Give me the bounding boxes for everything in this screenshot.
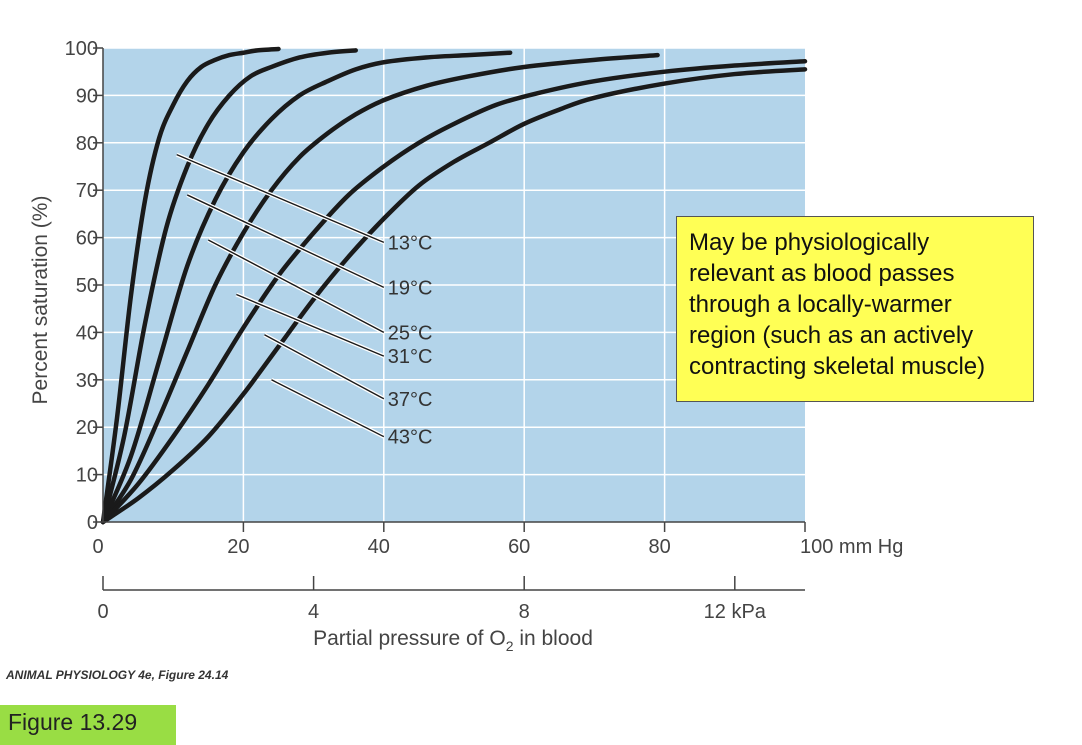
- x-tick-label: 0: [92, 536, 103, 558]
- leader-lines: 13°C 19°C 25°C31°C 37°C 43°C: [175, 152, 433, 449]
- y-tick-label: 20: [76, 417, 98, 439]
- temperature-label: 13°C: [388, 232, 433, 254]
- figure-label: Figure 13.29: [0, 705, 176, 745]
- x-tick-label: 40: [368, 536, 390, 558]
- y-tick-label: 30: [76, 370, 98, 392]
- leader-line: [264, 334, 385, 400]
- y-tick-label: 100: [65, 38, 98, 60]
- leader-line: [236, 293, 385, 357]
- temperature-label: 43°C: [388, 427, 433, 449]
- leader-line: [207, 239, 385, 334]
- x-tick-label: 60: [508, 536, 530, 558]
- y-tick-label: 40: [76, 322, 98, 344]
- x-tick-label: 20: [227, 536, 249, 558]
- kpa-tick-label: 4: [308, 601, 319, 623]
- kpa-tick-label: 8: [519, 601, 530, 623]
- leader-line: [176, 154, 385, 243]
- y-tick-label: 10: [76, 465, 98, 487]
- x-axis-title: Partial pressure of O2 in blood: [313, 627, 593, 654]
- x-tick-label: 80: [648, 536, 670, 558]
- curve-13°C: [100, 46, 281, 525]
- figure-source: ANIMAL PHYSIOLOGY 4e, Figure 24.14: [6, 668, 229, 682]
- temperature-label: 31°C: [388, 346, 433, 368]
- axes: [93, 47, 806, 591]
- leader-line: [186, 194, 385, 289]
- temperature-label: 37°C: [388, 389, 433, 411]
- kpa-tick-label: 12 kPa: [704, 601, 767, 623]
- curves: [100, 46, 808, 525]
- curve-43°C: [100, 67, 808, 525]
- temperature-label: 25°C: [388, 322, 433, 344]
- y-tick-label: 0: [87, 512, 98, 534]
- curve-31°C: [100, 52, 660, 525]
- y-tick-label: 70: [76, 180, 98, 202]
- y-tick-label: 80: [76, 133, 98, 155]
- kpa-tick-label: 0: [97, 601, 108, 623]
- y-axis-title: Percent saturation (%): [29, 196, 52, 405]
- leader-line: [271, 379, 385, 438]
- y-tick-label: 90: [76, 85, 98, 107]
- gridlines: [103, 47, 805, 522]
- temperature-label: 19°C: [388, 277, 433, 299]
- y-tick-label: 60: [76, 228, 98, 250]
- x-tick-label: 100 mm Hg: [800, 536, 903, 558]
- curve-19°C: [100, 48, 358, 525]
- annotation-callout: May be physiologically relevant as blood…: [676, 216, 1034, 402]
- curve-25°C: [100, 50, 513, 525]
- curve-37°C: [100, 59, 808, 525]
- y-tick-label: 50: [76, 275, 98, 297]
